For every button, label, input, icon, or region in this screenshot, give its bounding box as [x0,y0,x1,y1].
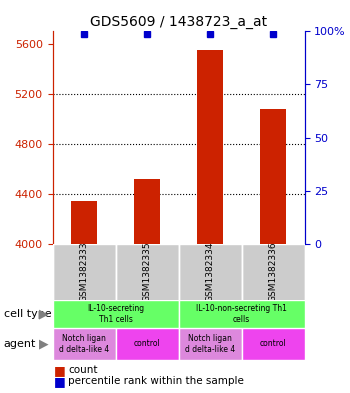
Text: control: control [134,340,160,348]
Text: ■: ■ [54,375,66,388]
Bar [197,50,223,244]
Bar [52,328,116,360]
Bar [241,244,304,301]
Text: Notch ligan
d delta-like 4: Notch ligan d delta-like 4 [185,334,235,354]
Bar [178,244,241,301]
Text: cell type: cell type [4,309,51,319]
Text: IL-10-non-secreting Th1
cells: IL-10-non-secreting Th1 cells [196,304,287,324]
Text: IL-10-secreting
Th1 cells: IL-10-secreting Th1 cells [87,304,144,324]
Title: GDS5609 / 1438723_a_at: GDS5609 / 1438723_a_at [90,15,267,29]
Text: count: count [68,365,98,375]
Text: agent: agent [4,339,36,349]
Text: GSM1382336: GSM1382336 [268,242,278,303]
Bar [52,244,116,301]
Bar [71,201,97,244]
Bar [134,179,160,244]
Bar [260,109,286,244]
Bar [52,300,178,328]
Bar [241,328,304,360]
Text: ▶: ▶ [39,337,49,351]
Text: ▶: ▶ [39,307,49,321]
Text: Notch ligan
d delta-like 4: Notch ligan d delta-like 4 [59,334,109,354]
Text: GSM1382333: GSM1382333 [79,242,89,303]
Text: GSM1382334: GSM1382334 [205,242,215,302]
Bar [116,328,178,360]
Text: percentile rank within the sample: percentile rank within the sample [68,376,244,386]
Text: GSM1382335: GSM1382335 [142,242,152,303]
Bar [178,300,304,328]
Bar [116,244,178,301]
Bar [178,328,241,360]
Text: control: control [260,340,286,348]
Text: ■: ■ [54,364,66,377]
